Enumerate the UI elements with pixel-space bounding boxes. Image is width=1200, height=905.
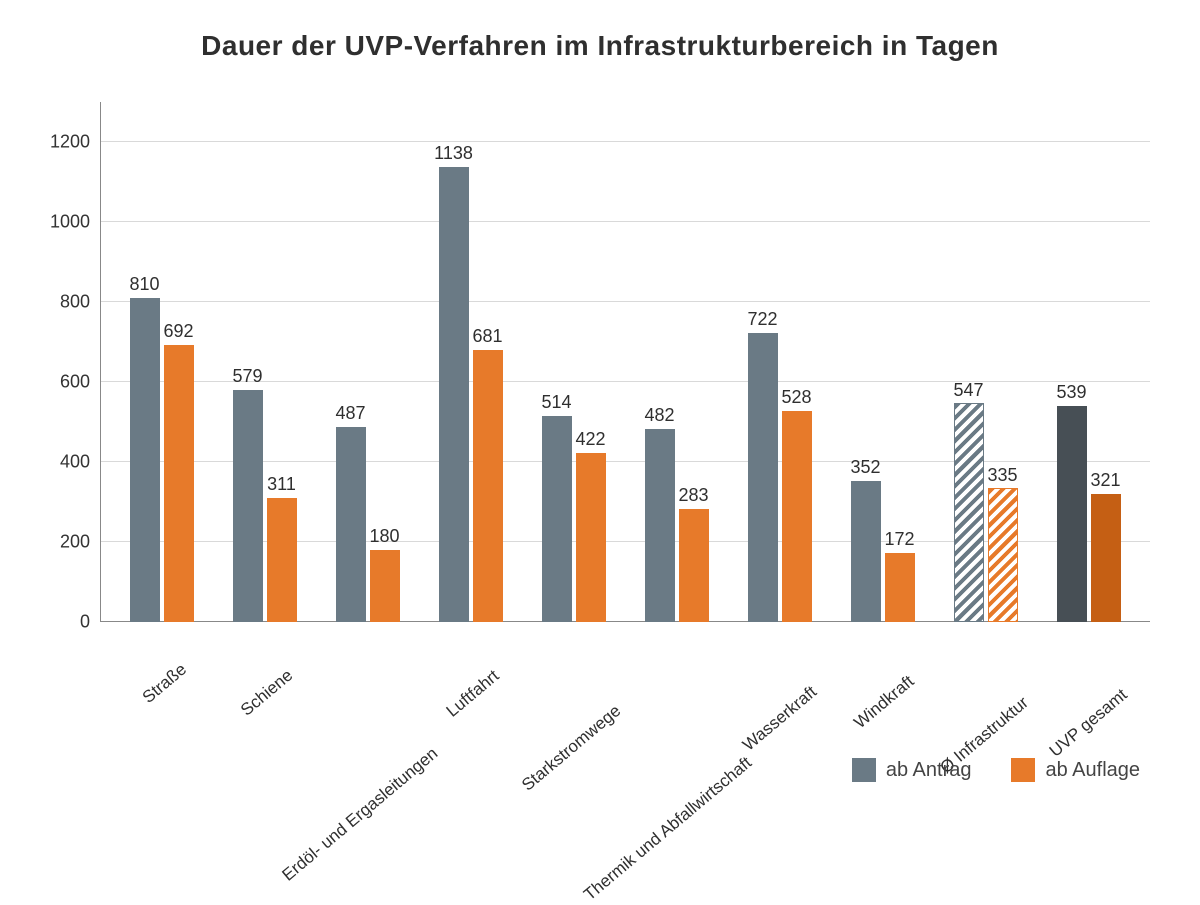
category-group: 810692 [110, 102, 213, 622]
bar-ab-auflage: 692 [164, 345, 194, 622]
bar-value-label: 311 [267, 474, 296, 495]
x-axis-label: Luftfahrt [419, 630, 522, 770]
bar-value-label: 1138 [434, 143, 473, 164]
x-axis-label: Erdöl- und Ergasleitungen [316, 630, 419, 770]
legend-label-antrag: ab Antrag [886, 759, 972, 782]
bar-value-label: 539 [1056, 382, 1086, 403]
bar-value-label: 528 [781, 387, 811, 408]
bar-value-label: 692 [163, 321, 193, 342]
x-axis-label: Straße [110, 630, 213, 770]
bar-value-label: 422 [575, 429, 605, 450]
bar-value-label: 321 [1090, 470, 1120, 491]
x-axis-label: Wasserkraft [728, 630, 831, 770]
x-axis-label: Windkraft [831, 630, 934, 770]
y-axis: 020040060080010001200 [30, 102, 100, 622]
y-tick: 1200 [30, 132, 90, 153]
bar-value-label: 283 [678, 485, 708, 506]
bar-value-label: 352 [850, 457, 880, 478]
x-axis-label: Ø Infrastruktur [934, 630, 1037, 770]
bar-value-label: 547 [953, 380, 983, 401]
bar-ab-antrag: 482 [645, 429, 675, 622]
legend-item-antrag: ab Antrag [852, 758, 972, 782]
y-tick: 200 [30, 532, 90, 553]
bar-value-label: 722 [747, 309, 777, 330]
legend-swatch-antrag [852, 758, 876, 782]
bar-ab-auflage: 335 [988, 488, 1018, 622]
category-group: 539321 [1037, 102, 1140, 622]
x-axis-label: Schiene [213, 630, 316, 770]
legend: ab Antrag ab Auflage [852, 758, 1140, 782]
bar-value-label: 335 [987, 465, 1017, 486]
legend-label-auflage: ab Auflage [1045, 759, 1140, 782]
category-group: 487180 [316, 102, 419, 622]
plot-area: 020040060080010001200 810692579311487180… [100, 102, 1150, 622]
y-tick: 1000 [30, 212, 90, 233]
bars-area: 8106925793114871801138681514422482283722… [100, 102, 1150, 622]
x-labels: StraßeSchieneErdöl- und ErgasleitungenLu… [100, 630, 1150, 770]
bar-ab-antrag: 539 [1057, 406, 1087, 622]
bar-value-label: 810 [129, 274, 159, 295]
bar-ab-antrag: 810 [130, 298, 160, 622]
bar-value-label: 514 [541, 392, 571, 413]
bar-ab-antrag: 487 [336, 427, 366, 622]
category-group: 352172 [831, 102, 934, 622]
bar-ab-antrag: 352 [851, 481, 881, 622]
category-group: 1138681 [419, 102, 522, 622]
bar-ab-antrag: 722 [748, 333, 778, 622]
bar-value-label: 487 [335, 403, 365, 424]
category-group: 514422 [522, 102, 625, 622]
bar-ab-auflage: 180 [370, 550, 400, 622]
category-group: 722528 [728, 102, 831, 622]
x-axis-label: UVP gesamt [1037, 630, 1140, 770]
x-axis-label: Starkstromwege [522, 630, 625, 770]
bar-value-label: 172 [884, 529, 914, 550]
legend-swatch-auflage [1011, 758, 1035, 782]
bar-value-label: 180 [369, 526, 399, 547]
category-group: 579311 [213, 102, 316, 622]
bar-ab-auflage: 321 [1091, 494, 1121, 622]
bar-ab-antrag: 547 [954, 403, 984, 622]
category-group: 547335 [934, 102, 1037, 622]
category-group: 482283 [625, 102, 728, 622]
y-tick: 600 [30, 372, 90, 393]
bar-ab-antrag: 1138 [439, 167, 469, 622]
chart-container: Dauer der UVP-Verfahren im Infrastruktur… [0, 0, 1200, 800]
y-tick: 0 [30, 612, 90, 633]
bar-ab-auflage: 311 [267, 498, 297, 622]
y-tick: 800 [30, 292, 90, 313]
bar-ab-antrag: 579 [233, 390, 263, 622]
bar-ab-auflage: 528 [782, 411, 812, 622]
bar-value-label: 482 [644, 405, 674, 426]
bar-ab-auflage: 283 [679, 509, 709, 622]
bar-ab-auflage: 681 [473, 350, 503, 622]
bar-value-label: 579 [232, 366, 262, 387]
x-axis-label: Thermik und Abfallwirtschaft [625, 630, 728, 770]
bar-value-label: 681 [472, 326, 502, 347]
y-tick: 400 [30, 452, 90, 473]
bar-ab-auflage: 422 [576, 453, 606, 622]
bar-ab-antrag: 514 [542, 416, 572, 622]
legend-item-auflage: ab Auflage [1011, 758, 1140, 782]
bar-ab-auflage: 172 [885, 553, 915, 622]
chart-title: Dauer der UVP-Verfahren im Infrastruktur… [30, 30, 1170, 62]
